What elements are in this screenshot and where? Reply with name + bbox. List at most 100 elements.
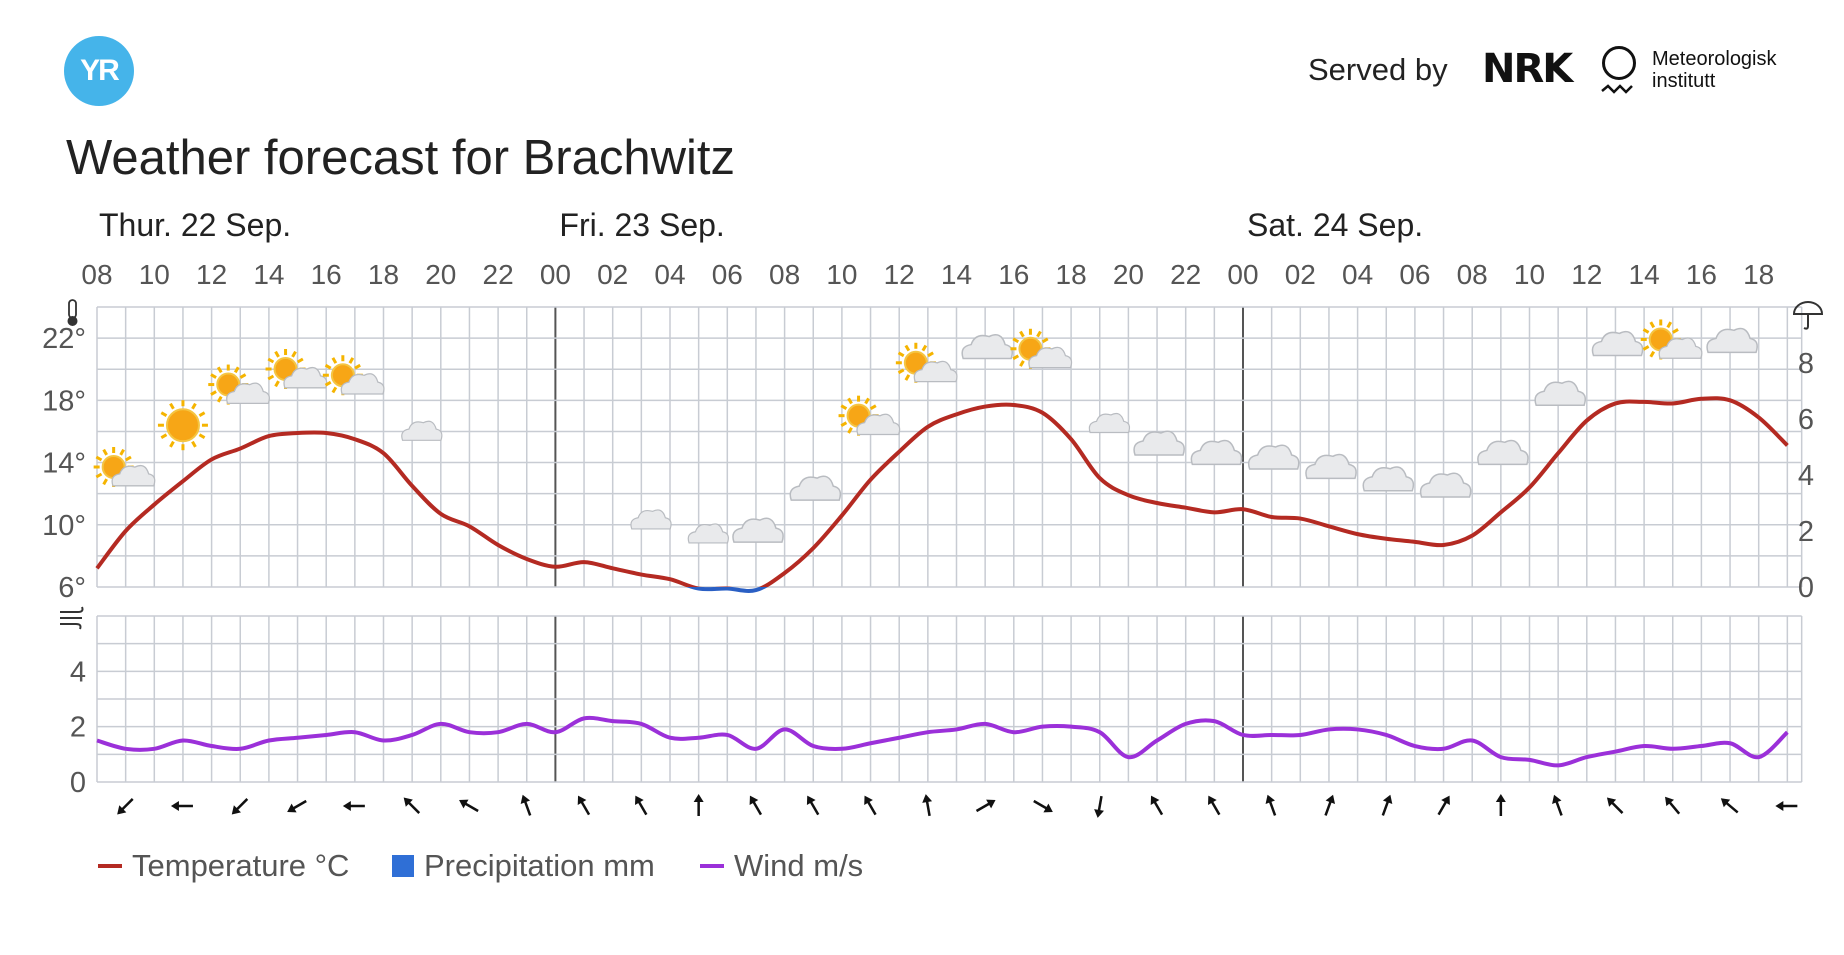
legend-precipitation[interactable]: Precipitation mm (392, 846, 655, 886)
wind-arrow-icon (864, 795, 877, 816)
legend-temperature[interactable]: Temperature °C (98, 846, 349, 886)
met-logo-text[interactable]: Meteorologisk institutt (1652, 48, 1777, 92)
wind-arrow-icon (117, 798, 134, 815)
temperature-tick-label: 22° (42, 323, 86, 355)
cloud-shape (630, 509, 672, 530)
wind-arrow-icon (1150, 795, 1164, 816)
hour-tick-label: 20 (1113, 259, 1144, 290)
moon-shape (624, 499, 636, 522)
arrow-head (1552, 794, 1562, 804)
met-logo-icon (1602, 46, 1636, 80)
cloud-shape (226, 382, 270, 404)
hour-tick-label: 14 (941, 259, 972, 290)
cloud-shape (111, 464, 156, 487)
yr-logo[interactable]: YR (64, 36, 134, 106)
partly-cloudy-day-icon (265, 349, 328, 389)
wind-arrow-icon (922, 794, 933, 817)
cloud-shape (1419, 472, 1472, 498)
hour-tick-label: 08 (81, 259, 112, 290)
partly-cloudy-day-icon (93, 447, 156, 487)
sun-ray (239, 373, 247, 379)
cloud-body (283, 366, 328, 389)
arrow-head (403, 797, 413, 807)
sun-ray (324, 363, 332, 370)
cloud-shape (913, 360, 958, 383)
sun-ray (840, 421, 848, 427)
sun-ray (210, 390, 217, 396)
sun-ray (1019, 330, 1025, 338)
sun-ray (904, 374, 911, 381)
thermometer-tube (68, 299, 77, 319)
partly-cloudy-day-icon (838, 395, 901, 436)
umbrella-canopy (1792, 301, 1824, 315)
sun-ray (324, 380, 332, 387)
legend-temperature-label: Temperature °C (132, 848, 350, 883)
sun-ray (216, 395, 223, 403)
cloud-body (1133, 430, 1185, 456)
wind-arrow-icon (1033, 799, 1053, 813)
hour-tick-label: 00 (540, 259, 571, 290)
arrow-head (520, 794, 531, 804)
cloud-icon (1534, 380, 1587, 406)
day-label: Thur. 22 Sep. (99, 207, 291, 243)
cloud-body (1028, 346, 1073, 369)
wind-direction-arrows (117, 794, 1798, 818)
axis-icons (60, 299, 1824, 630)
arrow-head (1495, 794, 1506, 802)
sun-ray (119, 448, 125, 456)
sun-ray (1649, 321, 1656, 329)
arrow-head (864, 795, 873, 806)
wind-arrow-icon (1208, 795, 1221, 816)
cloud-icon (789, 475, 842, 501)
wind-tick-label: 0 (70, 767, 86, 799)
partly-cloudy-day-icon (208, 364, 270, 405)
hour-tick-label: 04 (1342, 259, 1373, 290)
sun-ray (897, 351, 905, 358)
cloud-body (111, 464, 156, 487)
arrow-head (635, 795, 644, 806)
hour-tick-label: 06 (712, 259, 743, 290)
arrow-head (922, 794, 933, 803)
hour-tick-label: 12 (1571, 259, 1602, 290)
wind-arrow-icon (975, 799, 996, 813)
hour-tick-label: 14 (1629, 259, 1660, 290)
cloud-shape (1706, 327, 1758, 354)
hour-tick-label: 16 (998, 259, 1029, 290)
cloud-shape (340, 373, 385, 395)
temperature-tick-label: 10° (42, 510, 86, 542)
arrow-head (1775, 801, 1784, 811)
sun-ray (1012, 337, 1020, 344)
partly-cloudy-day-icon (1640, 319, 1703, 360)
cloud-body (1591, 330, 1644, 357)
wind-arrow-icon (1495, 794, 1506, 816)
legend-wind[interactable]: Wind m/s (700, 846, 863, 886)
sun-ray (331, 386, 338, 394)
sun-ray (274, 380, 280, 388)
partly-cloudy-night-icon (1083, 403, 1131, 434)
temperature-tick-label: 6° (58, 572, 86, 604)
cloud-icon (1133, 430, 1185, 456)
wind-arrow-icon (342, 801, 365, 811)
wind-icon (60, 606, 84, 630)
cloud-shape (1591, 330, 1644, 357)
hour-tick-label: 02 (597, 259, 628, 290)
thermometer-icon (67, 299, 78, 326)
wind-line (96, 715, 1789, 768)
hour-tick-label: 18 (1056, 259, 1087, 290)
hour-tick-label: 10 (1514, 259, 1545, 290)
cloud-body (687, 523, 729, 544)
hour-tick-label: 10 (826, 259, 857, 290)
moon-disc (1083, 403, 1095, 426)
sun-ray (1642, 328, 1650, 334)
sun-ray (233, 366, 240, 374)
cloud-shape (401, 420, 443, 441)
wind-arrow-icon (693, 794, 704, 816)
sun-ray (1642, 345, 1650, 351)
nrk-logo[interactable]: NRK (1482, 46, 1573, 92)
cloud-icon (1706, 327, 1758, 354)
sun-shape (157, 400, 208, 451)
sun-ray (160, 411, 168, 418)
sun-ray (847, 397, 853, 405)
temperature-line-below-threshold (686, 587, 768, 593)
